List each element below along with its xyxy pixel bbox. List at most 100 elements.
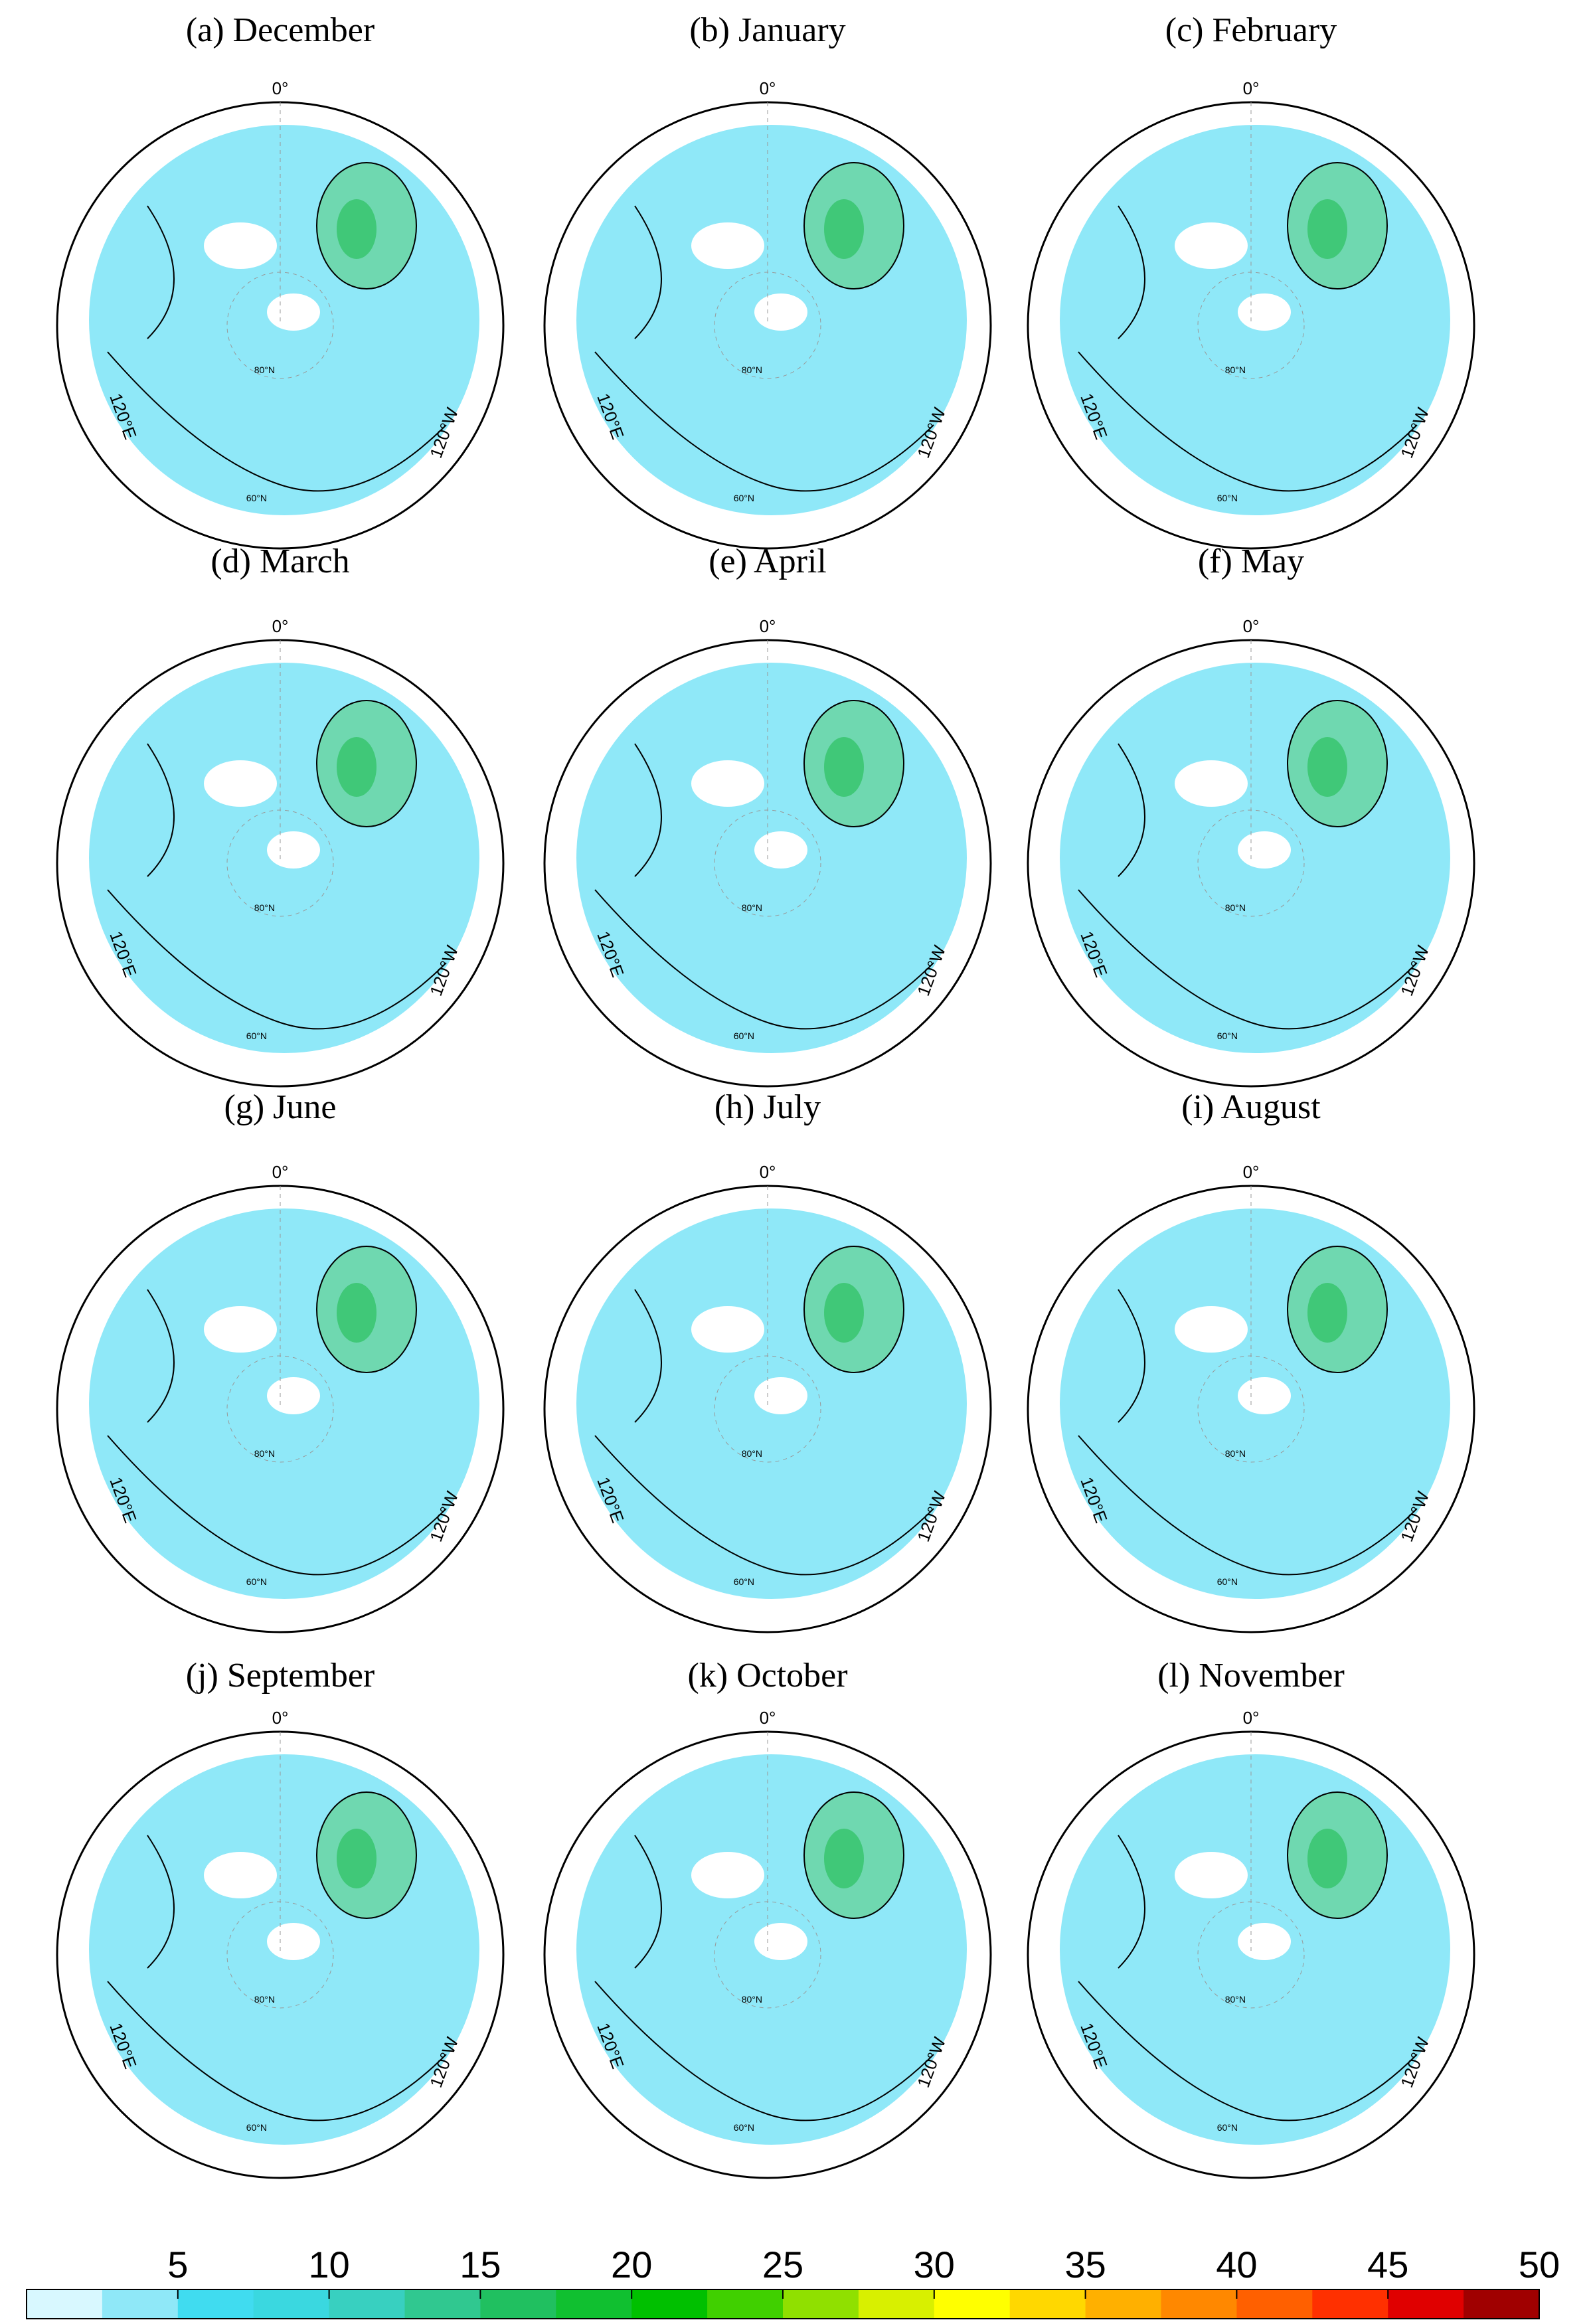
white-patch <box>691 1306 764 1353</box>
lon-label: 0° <box>760 78 776 98</box>
lon-label: 0° <box>1243 78 1260 98</box>
lat-label: 80°N <box>1225 902 1246 913</box>
panel-title: (d) March <box>210 542 349 580</box>
panel-title: (j) September <box>186 1657 375 1695</box>
polar-map: 0°120°E 120°W80°N60°N <box>21 616 505 1088</box>
white-patch <box>1175 1852 1248 1898</box>
panel-title: (g) June <box>224 1088 337 1126</box>
coastline <box>1078 1981 1418 2121</box>
lon-label: 0° <box>760 616 776 636</box>
lat-label: 60°N <box>734 1031 754 1041</box>
coastline <box>634 205 662 339</box>
colorbar-swatch <box>329 2289 405 2319</box>
lat-label: 60°N <box>1217 1031 1238 1041</box>
colorbar-swatch <box>102 2289 179 2319</box>
white-patch <box>1175 760 1248 807</box>
greenland-core <box>1307 1829 1347 1888</box>
white-patch <box>267 831 320 869</box>
coastline <box>1078 1435 1418 1576</box>
colorbar-tick-label: 15 <box>460 2244 501 2285</box>
coastline <box>594 889 934 1030</box>
greenland-core <box>1307 1283 1347 1343</box>
white-patch <box>1238 1923 1291 1960</box>
coastline <box>107 889 447 1030</box>
coastline <box>107 1981 447 2121</box>
white-patch <box>1175 1306 1248 1353</box>
panel-title: (b) January <box>689 11 845 49</box>
colorbar-tick-label: 35 <box>1064 2244 1106 2285</box>
colorbar-swatch <box>27 2289 103 2319</box>
lon-label: 0° <box>1243 1708 1260 1728</box>
colorbar-swatch <box>1009 2289 1086 2319</box>
coastline <box>1078 889 1418 1030</box>
greenland-core <box>337 1283 377 1343</box>
panel-title: (e) April <box>709 542 827 580</box>
polar-map: 0°120°E 120°W80°N60°N <box>509 1708 992 2179</box>
colorbar-swatch <box>177 2289 254 2319</box>
greenland-core <box>1307 737 1347 797</box>
greenland-core <box>824 1283 864 1343</box>
lon-label: 0° <box>1243 1162 1260 1182</box>
white-patch <box>204 222 277 269</box>
colorbar-swatch <box>556 2289 632 2319</box>
coastline <box>594 351 934 492</box>
greenland-core <box>337 199 377 259</box>
lat-label: 60°N <box>1217 1576 1238 1587</box>
white-patch <box>204 760 277 807</box>
colorbar-swatch <box>1085 2289 1161 2319</box>
colorbar-swatch <box>631 2289 708 2319</box>
lat-label: 80°N <box>254 902 275 913</box>
lat-label: 60°N <box>246 1576 267 1587</box>
lat-label: 60°N <box>734 2122 754 2133</box>
lat-label: 80°N <box>1225 1994 1246 2005</box>
coastline <box>1118 1835 1145 1969</box>
lon-label: 0° <box>272 78 289 98</box>
coastline <box>147 1835 175 1969</box>
panel-title: (l) November <box>1157 1657 1345 1695</box>
polar-map: 0°120°E 120°W80°N60°N <box>509 1162 992 1633</box>
coastline <box>107 351 447 492</box>
lat-label: 80°N <box>1225 1448 1246 1459</box>
lat-label: 80°N <box>1225 365 1246 375</box>
white-patch <box>754 831 807 869</box>
panel-title: (k) October <box>687 1657 847 1695</box>
white-patch <box>1238 293 1291 331</box>
white-patch <box>267 1923 320 1960</box>
polar-map: 0°120°E 120°W80°N60°N <box>992 1162 1475 1633</box>
white-patch <box>754 293 807 331</box>
colorbar-tick-label: 40 <box>1216 2244 1257 2285</box>
lat-label: 60°N <box>246 493 267 503</box>
colorbar-swatch <box>934 2289 1011 2319</box>
white-patch <box>267 293 320 331</box>
colorbar-swatch <box>1236 2289 1313 2319</box>
lat-label: 80°N <box>742 1994 762 2005</box>
white-patch <box>754 1377 807 1414</box>
lon-label: 0° <box>1243 616 1260 636</box>
lat-label: 80°N <box>254 1448 275 1459</box>
colorbar-swatch <box>480 2289 556 2319</box>
coastline <box>147 205 175 339</box>
white-patch <box>1175 222 1248 269</box>
lat-label: 60°N <box>734 493 754 503</box>
colorbar-tick-label: 45 <box>1367 2244 1408 2285</box>
coastline <box>594 1981 934 2121</box>
greenland-core <box>1307 199 1347 259</box>
coastline <box>634 1835 662 1969</box>
white-patch <box>267 1377 320 1414</box>
colorbar-swatch <box>1312 2289 1388 2319</box>
lat-label: 60°N <box>1217 493 1238 503</box>
polar-map: 0°120°E 120°W80°N60°N <box>992 1708 1475 2179</box>
colorbar-tick-label: 30 <box>914 2244 955 2285</box>
lon-label: 0° <box>272 1162 289 1182</box>
coastline <box>1118 743 1145 877</box>
colorbar-swatch <box>858 2289 935 2319</box>
panel-title: (i) August <box>1181 1088 1321 1126</box>
lon-label: 0° <box>760 1708 776 1728</box>
colorbar-tick-label: 20 <box>611 2244 652 2285</box>
lat-label: 60°N <box>246 2122 267 2133</box>
lat-label: 80°N <box>742 902 762 913</box>
colorbar-tick-label: 10 <box>308 2244 349 2285</box>
polar-map: 0°120°E 120°W80°N60°N <box>992 78 1475 550</box>
colorbar-tick-label: 5 <box>167 2244 188 2285</box>
